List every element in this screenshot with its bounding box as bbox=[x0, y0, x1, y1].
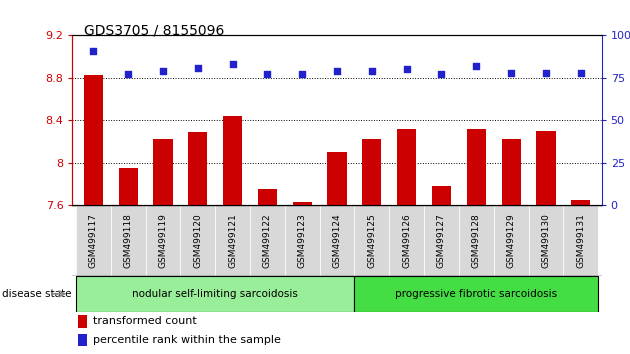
Point bbox=[123, 72, 133, 77]
Bar bbox=[76, 276, 355, 312]
Text: GSM499120: GSM499120 bbox=[193, 213, 202, 268]
Bar bbox=[77, 333, 88, 346]
Bar bbox=[459, 205, 494, 276]
Bar bbox=[258, 189, 277, 205]
Text: GSM499127: GSM499127 bbox=[437, 213, 446, 268]
Text: GSM499117: GSM499117 bbox=[89, 213, 98, 268]
Text: percentile rank within the sample: percentile rank within the sample bbox=[93, 335, 280, 345]
Bar bbox=[355, 205, 389, 276]
Bar bbox=[118, 168, 138, 205]
Bar bbox=[424, 205, 459, 276]
Bar bbox=[293, 202, 312, 205]
Text: nodular self-limiting sarcoidosis: nodular self-limiting sarcoidosis bbox=[132, 289, 298, 299]
Bar bbox=[563, 205, 598, 276]
Point bbox=[193, 65, 203, 70]
Text: GSM499131: GSM499131 bbox=[576, 213, 585, 268]
Text: GSM499118: GSM499118 bbox=[123, 213, 133, 268]
Bar bbox=[188, 132, 207, 205]
Bar bbox=[180, 205, 215, 276]
Bar bbox=[501, 139, 521, 205]
Bar bbox=[571, 200, 590, 205]
Bar bbox=[432, 186, 451, 205]
Bar bbox=[319, 205, 355, 276]
Bar bbox=[146, 205, 180, 276]
Point bbox=[471, 63, 481, 69]
Point bbox=[506, 70, 516, 76]
Bar bbox=[250, 205, 285, 276]
Text: GSM499119: GSM499119 bbox=[159, 213, 168, 268]
Bar bbox=[529, 205, 563, 276]
Point bbox=[367, 68, 377, 74]
Text: GSM499124: GSM499124 bbox=[333, 213, 341, 268]
Point bbox=[158, 68, 168, 74]
Point bbox=[541, 70, 551, 76]
Point bbox=[437, 72, 447, 77]
Text: GSM499125: GSM499125 bbox=[367, 213, 376, 268]
Point bbox=[88, 48, 98, 53]
Text: GSM499130: GSM499130 bbox=[541, 213, 551, 268]
Bar bbox=[84, 75, 103, 205]
Point bbox=[262, 72, 272, 77]
Bar bbox=[362, 139, 381, 205]
Point bbox=[297, 72, 307, 77]
Bar bbox=[76, 205, 111, 276]
Text: GSM499129: GSM499129 bbox=[507, 213, 515, 268]
Point bbox=[227, 62, 238, 67]
Text: GSM499122: GSM499122 bbox=[263, 213, 272, 268]
Text: GSM499121: GSM499121 bbox=[228, 213, 237, 268]
Bar bbox=[77, 315, 88, 328]
Bar bbox=[494, 205, 529, 276]
Bar bbox=[397, 129, 416, 205]
Bar bbox=[215, 205, 250, 276]
Point bbox=[402, 67, 412, 72]
Bar bbox=[355, 276, 598, 312]
Text: GDS3705 / 8155096: GDS3705 / 8155096 bbox=[84, 23, 224, 37]
Text: GSM499126: GSM499126 bbox=[402, 213, 411, 268]
Bar bbox=[153, 139, 173, 205]
Text: GSM499128: GSM499128 bbox=[472, 213, 481, 268]
Bar bbox=[536, 131, 556, 205]
Text: transformed count: transformed count bbox=[93, 316, 197, 326]
Text: disease state: disease state bbox=[2, 289, 71, 299]
Bar bbox=[285, 205, 319, 276]
Point bbox=[576, 70, 586, 76]
Bar bbox=[111, 205, 146, 276]
Bar bbox=[223, 116, 242, 205]
Point bbox=[332, 68, 342, 74]
Bar bbox=[328, 152, 347, 205]
Bar bbox=[389, 205, 424, 276]
Text: GSM499123: GSM499123 bbox=[298, 213, 307, 268]
Text: progressive fibrotic sarcoidosis: progressive fibrotic sarcoidosis bbox=[395, 289, 558, 299]
Bar bbox=[467, 129, 486, 205]
